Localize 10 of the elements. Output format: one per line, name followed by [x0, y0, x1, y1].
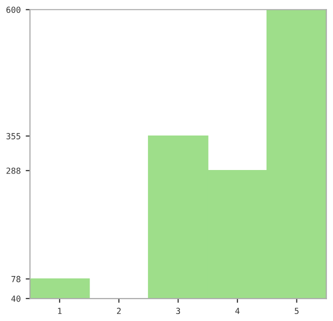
x-tick-label: 5: [294, 308, 299, 314]
y-tick-label: 78: [11, 276, 20, 282]
x-tick-label: 2: [116, 308, 121, 314]
y-tick-label: 40: [11, 296, 20, 302]
x-tick-label: 3: [176, 308, 180, 314]
x-tick-label: 1: [58, 308, 62, 314]
y-tick-label: 600: [6, 6, 20, 13]
x-tick-label: 4: [235, 308, 240, 314]
y-tick-label: 355: [6, 133, 20, 140]
y-tick-label: 288: [6, 168, 20, 174]
